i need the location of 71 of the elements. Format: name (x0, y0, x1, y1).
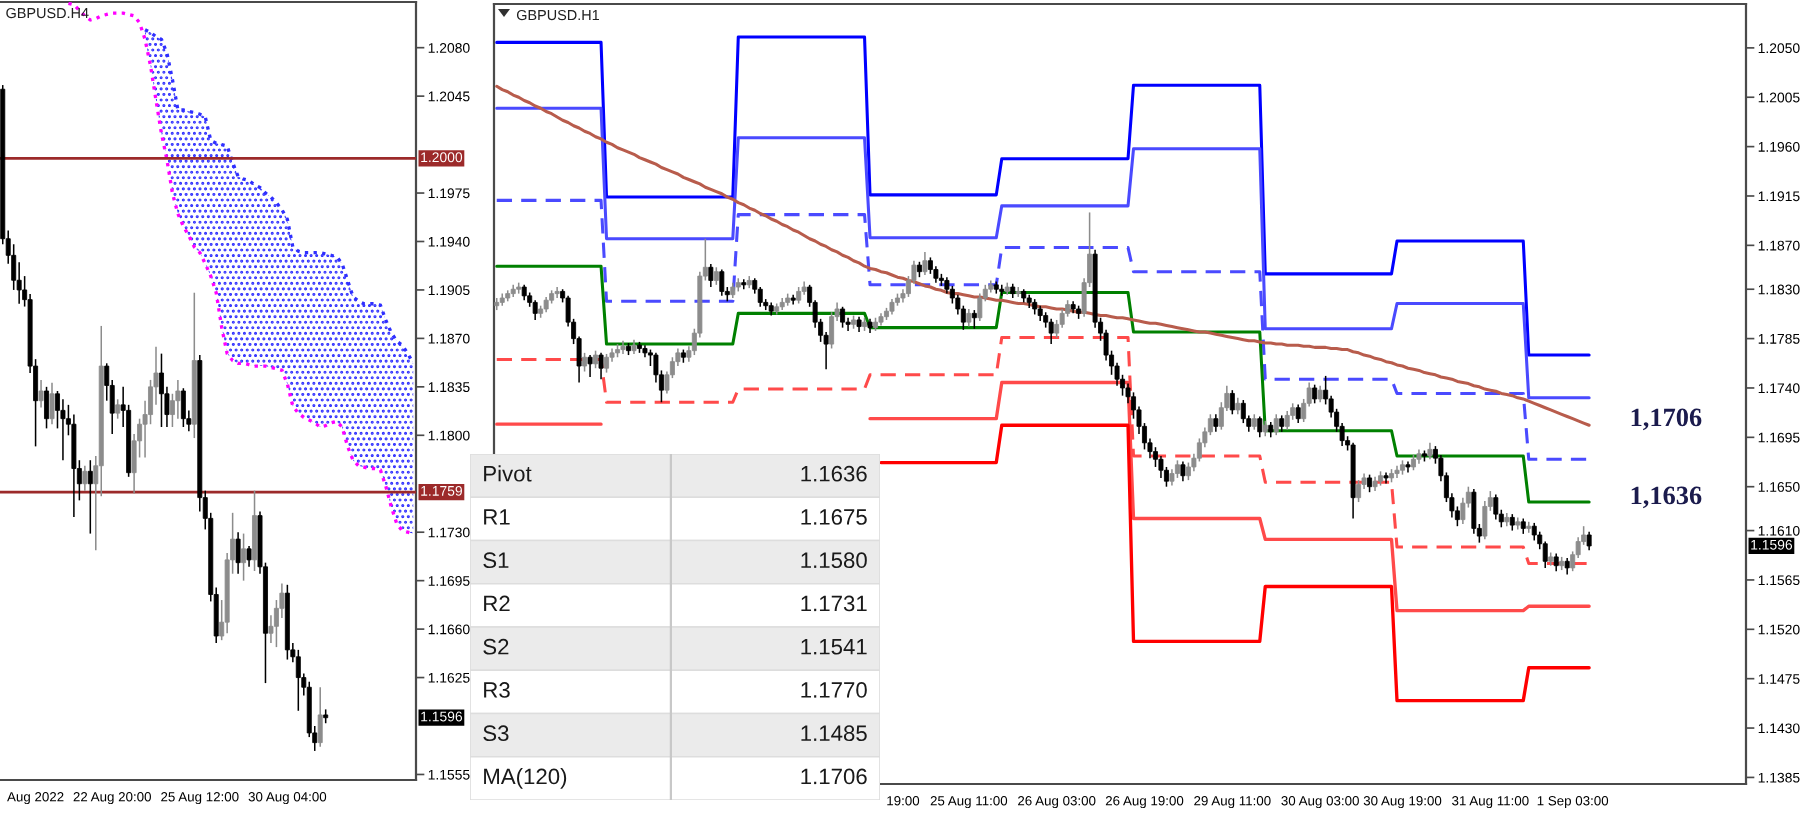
candlestick (840, 306, 846, 329)
data-label: 1.1675 (801, 509, 867, 525)
candlestick (71, 413, 77, 518)
candlestick (1356, 479, 1362, 503)
candlestick (554, 286, 560, 299)
candlestick (1015, 286, 1021, 298)
candlestick (1312, 383, 1318, 405)
candlestick (1284, 410, 1290, 431)
line-series (495, 35, 1591, 357)
category-label: Pivot (484, 465, 532, 482)
candlestick (1526, 521, 1532, 534)
data-label: 1.1580 (801, 552, 867, 569)
text: 1,1636 (1631, 486, 1702, 509)
data-label: 1.1636 (801, 465, 867, 482)
candlestick (38, 379, 44, 409)
candlestick (532, 299, 538, 321)
category-label: R2 (484, 595, 510, 612)
candlestick (159, 352, 164, 428)
candlestick (1048, 318, 1054, 345)
candlestick (922, 251, 928, 276)
line-series (143, 28, 415, 365)
candlestick (252, 489, 257, 572)
line-series (879, 423, 1591, 703)
candlestick (708, 263, 714, 288)
candlestick (82, 464, 88, 492)
category-label: S3 (483, 725, 509, 742)
candlestick (1240, 399, 1246, 424)
candlestick (977, 292, 983, 322)
candlestick (1586, 530, 1592, 552)
candlestick (582, 352, 588, 373)
candlestick (317, 686, 323, 748)
category-label: R3 (484, 682, 510, 698)
candlestick (757, 286, 763, 308)
candlestick (241, 532, 247, 582)
data-label: 1.1541 (801, 639, 867, 655)
category-label: S1 (483, 552, 509, 569)
candlestick (1180, 460, 1186, 482)
data-label: 1.1770 (801, 682, 867, 698)
candlestick (598, 352, 604, 380)
category-label: S2 (483, 638, 509, 655)
candlestick (180, 387, 186, 428)
candlestick (620, 340, 626, 355)
candlestick (1229, 389, 1235, 416)
candlestick (115, 398, 121, 420)
candlestick (60, 398, 66, 461)
candlestick (1542, 540, 1548, 569)
candlestick (246, 545, 252, 568)
candlestick (235, 531, 241, 575)
text: 1,1706 (1631, 408, 1702, 431)
candlestick (49, 381, 55, 425)
candlestick (741, 278, 747, 290)
data-label: 1.1731 (801, 595, 867, 612)
candlestick (1471, 488, 1477, 535)
category-label: MA(120) (484, 768, 567, 789)
candlestick (87, 459, 93, 535)
data-label: 1.1706 (801, 768, 867, 785)
candlestick (719, 268, 725, 297)
candlestick (1295, 403, 1301, 424)
candlestick (1493, 493, 1499, 521)
candlestick (999, 284, 1005, 297)
candlestick (175, 379, 181, 420)
candlestick (1158, 455, 1164, 479)
candlestick (971, 309, 977, 330)
candlestick (587, 354, 593, 378)
candlestick (295, 649, 301, 712)
category-label: R1 (484, 509, 510, 525)
candlestick (44, 386, 49, 430)
candlestick (1273, 413, 1279, 436)
candlestick (604, 353, 610, 374)
candlestick (1257, 415, 1263, 439)
data-label: 1.1485 (801, 725, 867, 742)
